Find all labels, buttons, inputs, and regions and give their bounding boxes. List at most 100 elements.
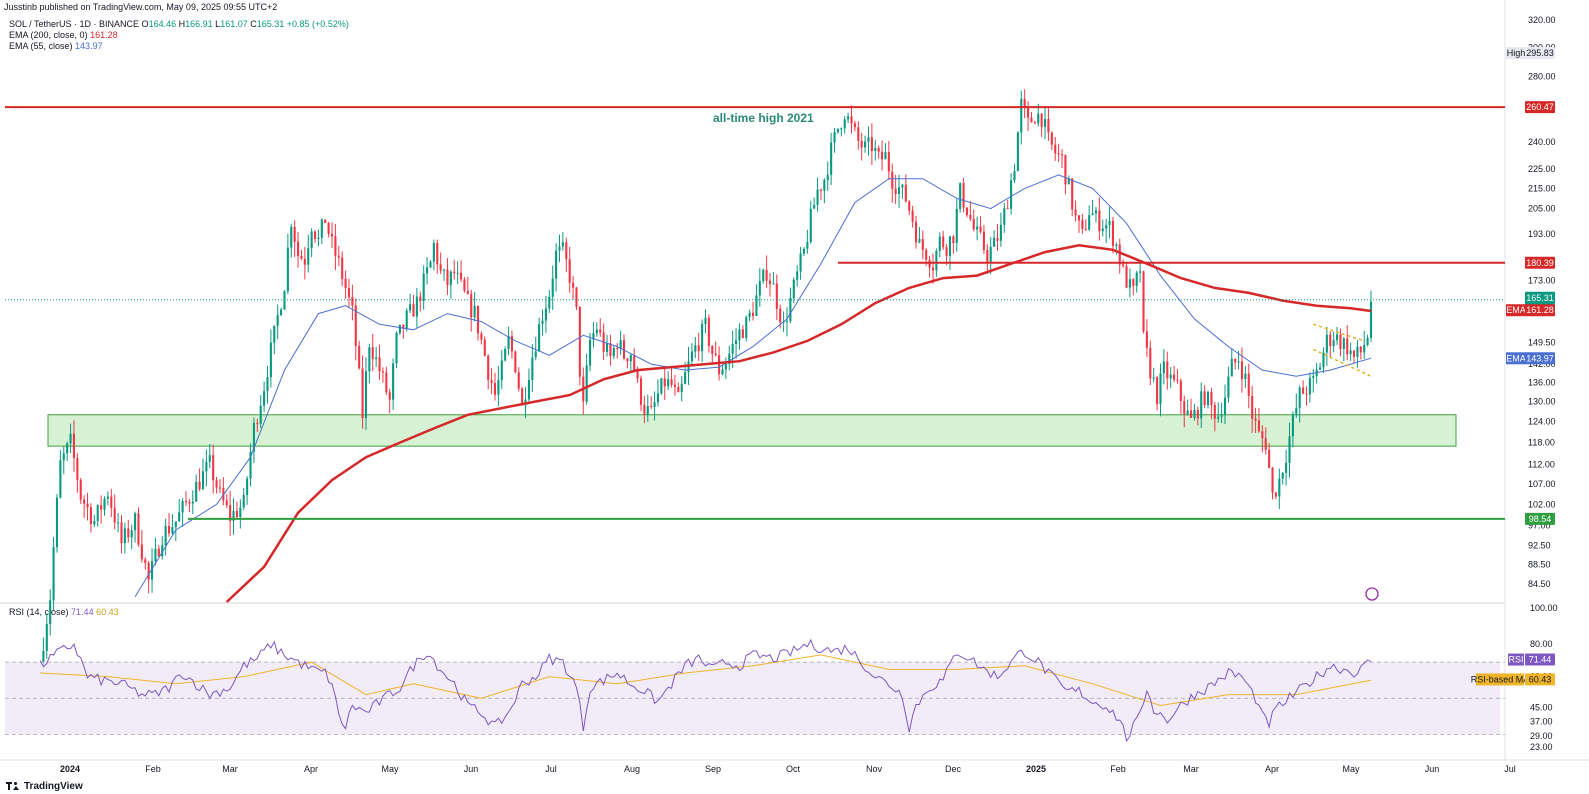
candle-body — [395, 333, 398, 364]
candle-body — [982, 231, 985, 250]
candle-body — [93, 521, 96, 525]
demand-zone — [47, 414, 1457, 447]
candle-body — [1312, 376, 1315, 378]
candle-body — [792, 279, 795, 299]
candle-body — [993, 237, 996, 247]
candle-body — [123, 528, 126, 544]
candle-body — [113, 507, 116, 523]
candle-body — [1278, 478, 1281, 497]
candle-body — [694, 345, 697, 352]
time-tick: Apr — [1265, 764, 1279, 774]
candle-body — [358, 346, 361, 369]
high-value-bg — [1525, 47, 1555, 59]
candle-body — [181, 500, 184, 513]
candle-body — [269, 342, 272, 378]
candle-body — [1050, 132, 1053, 145]
candle-body — [317, 237, 320, 240]
candle-body — [853, 123, 856, 128]
candle-body — [1118, 244, 1121, 265]
candle-body — [1115, 244, 1118, 246]
candle-body — [470, 293, 473, 318]
candle-body — [1240, 361, 1244, 380]
candle-body — [1230, 358, 1233, 377]
price-tick: 102.00 — [1528, 499, 1556, 509]
level-180-badge-bg — [1525, 256, 1555, 269]
candle-body — [864, 141, 867, 148]
ema200-legend[interactable]: EMA (200, close, 0) 161.28 — [9, 30, 118, 41]
candle-body — [205, 461, 208, 472]
candle-body — [184, 500, 188, 503]
candle-body — [375, 357, 378, 359]
candle-body — [704, 317, 707, 324]
candle-body — [1149, 347, 1152, 379]
tradingview-brand: TradingView — [24, 781, 83, 792]
candle-body — [432, 242, 435, 262]
candle-body — [663, 378, 666, 387]
candle-body — [741, 329, 744, 338]
candle-body — [150, 561, 154, 580]
candle-body — [639, 378, 643, 405]
candle-body — [680, 383, 683, 393]
candle-body — [779, 308, 782, 323]
candle-body — [45, 624, 48, 651]
candle-body — [836, 128, 839, 133]
candle-body — [1091, 213, 1094, 216]
tradingview-footer[interactable]: TradingView — [6, 781, 83, 792]
candle-body — [1132, 279, 1135, 286]
candle-body — [106, 496, 109, 499]
candle-body — [443, 269, 446, 271]
publisher-line: Jusstinb published on TradingView.com, M… — [4, 2, 278, 12]
candle-body — [578, 306, 581, 377]
candle-body — [1166, 361, 1169, 379]
candle-body — [198, 481, 201, 490]
candle-body — [1203, 391, 1206, 406]
candle-body — [809, 208, 812, 243]
candle-body — [1319, 367, 1322, 370]
candle-body — [952, 236, 955, 244]
candle-body — [157, 548, 160, 557]
candle-body — [480, 333, 483, 340]
candle-body — [283, 291, 286, 310]
candle-body — [453, 271, 456, 274]
time-axis[interactable]: 2024 Feb Mar Apr May Jun Jul Aug Sep Oct Nov Dec 202… — [60, 764, 1516, 774]
candle-body — [171, 527, 174, 534]
candle-body — [164, 525, 167, 546]
high-label: High — [1507, 48, 1526, 58]
candle-body — [473, 305, 476, 318]
candle-body — [239, 507, 242, 517]
candle-body — [626, 358, 629, 362]
candle-body — [1261, 431, 1264, 439]
candle-body — [212, 455, 215, 481]
candle-body — [948, 236, 952, 256]
candle-body — [89, 507, 92, 525]
candle-body — [595, 329, 598, 334]
level-180-badge: 180.39 — [1526, 258, 1554, 268]
ema55-badge-bg — [1525, 352, 1555, 365]
candle-body — [83, 499, 86, 504]
candle-body — [1257, 420, 1261, 432]
candle-body — [534, 351, 537, 358]
rsi-tick: 80.00 — [1530, 639, 1553, 649]
candle-body — [500, 360, 503, 381]
price-tick: 280.00 — [1528, 72, 1556, 82]
rsi-legend[interactable]: RSI (14, close) 71.44 60.43 — [9, 607, 119, 618]
candle-body — [419, 296, 422, 301]
candle-body — [439, 264, 442, 271]
candle-body — [585, 365, 588, 402]
candle-body — [1217, 416, 1220, 419]
candle-body — [857, 127, 860, 141]
ema55-legend[interactable]: EMA (55, close) 143.97 — [9, 41, 103, 52]
candle-body — [405, 310, 408, 329]
candle-body — [103, 498, 106, 510]
candle-body — [843, 119, 846, 129]
candle-body — [86, 503, 89, 508]
candle-body — [1067, 178, 1070, 185]
candle-body — [558, 246, 561, 251]
candle-body — [833, 132, 836, 143]
candle-body — [1288, 436, 1291, 463]
price-axis[interactable]: 320.00300.00280.00260.00240.00225.00215.… — [1528, 15, 1558, 752]
candle-body — [874, 148, 877, 151]
candle-body — [497, 380, 500, 395]
candle-body — [300, 256, 303, 259]
